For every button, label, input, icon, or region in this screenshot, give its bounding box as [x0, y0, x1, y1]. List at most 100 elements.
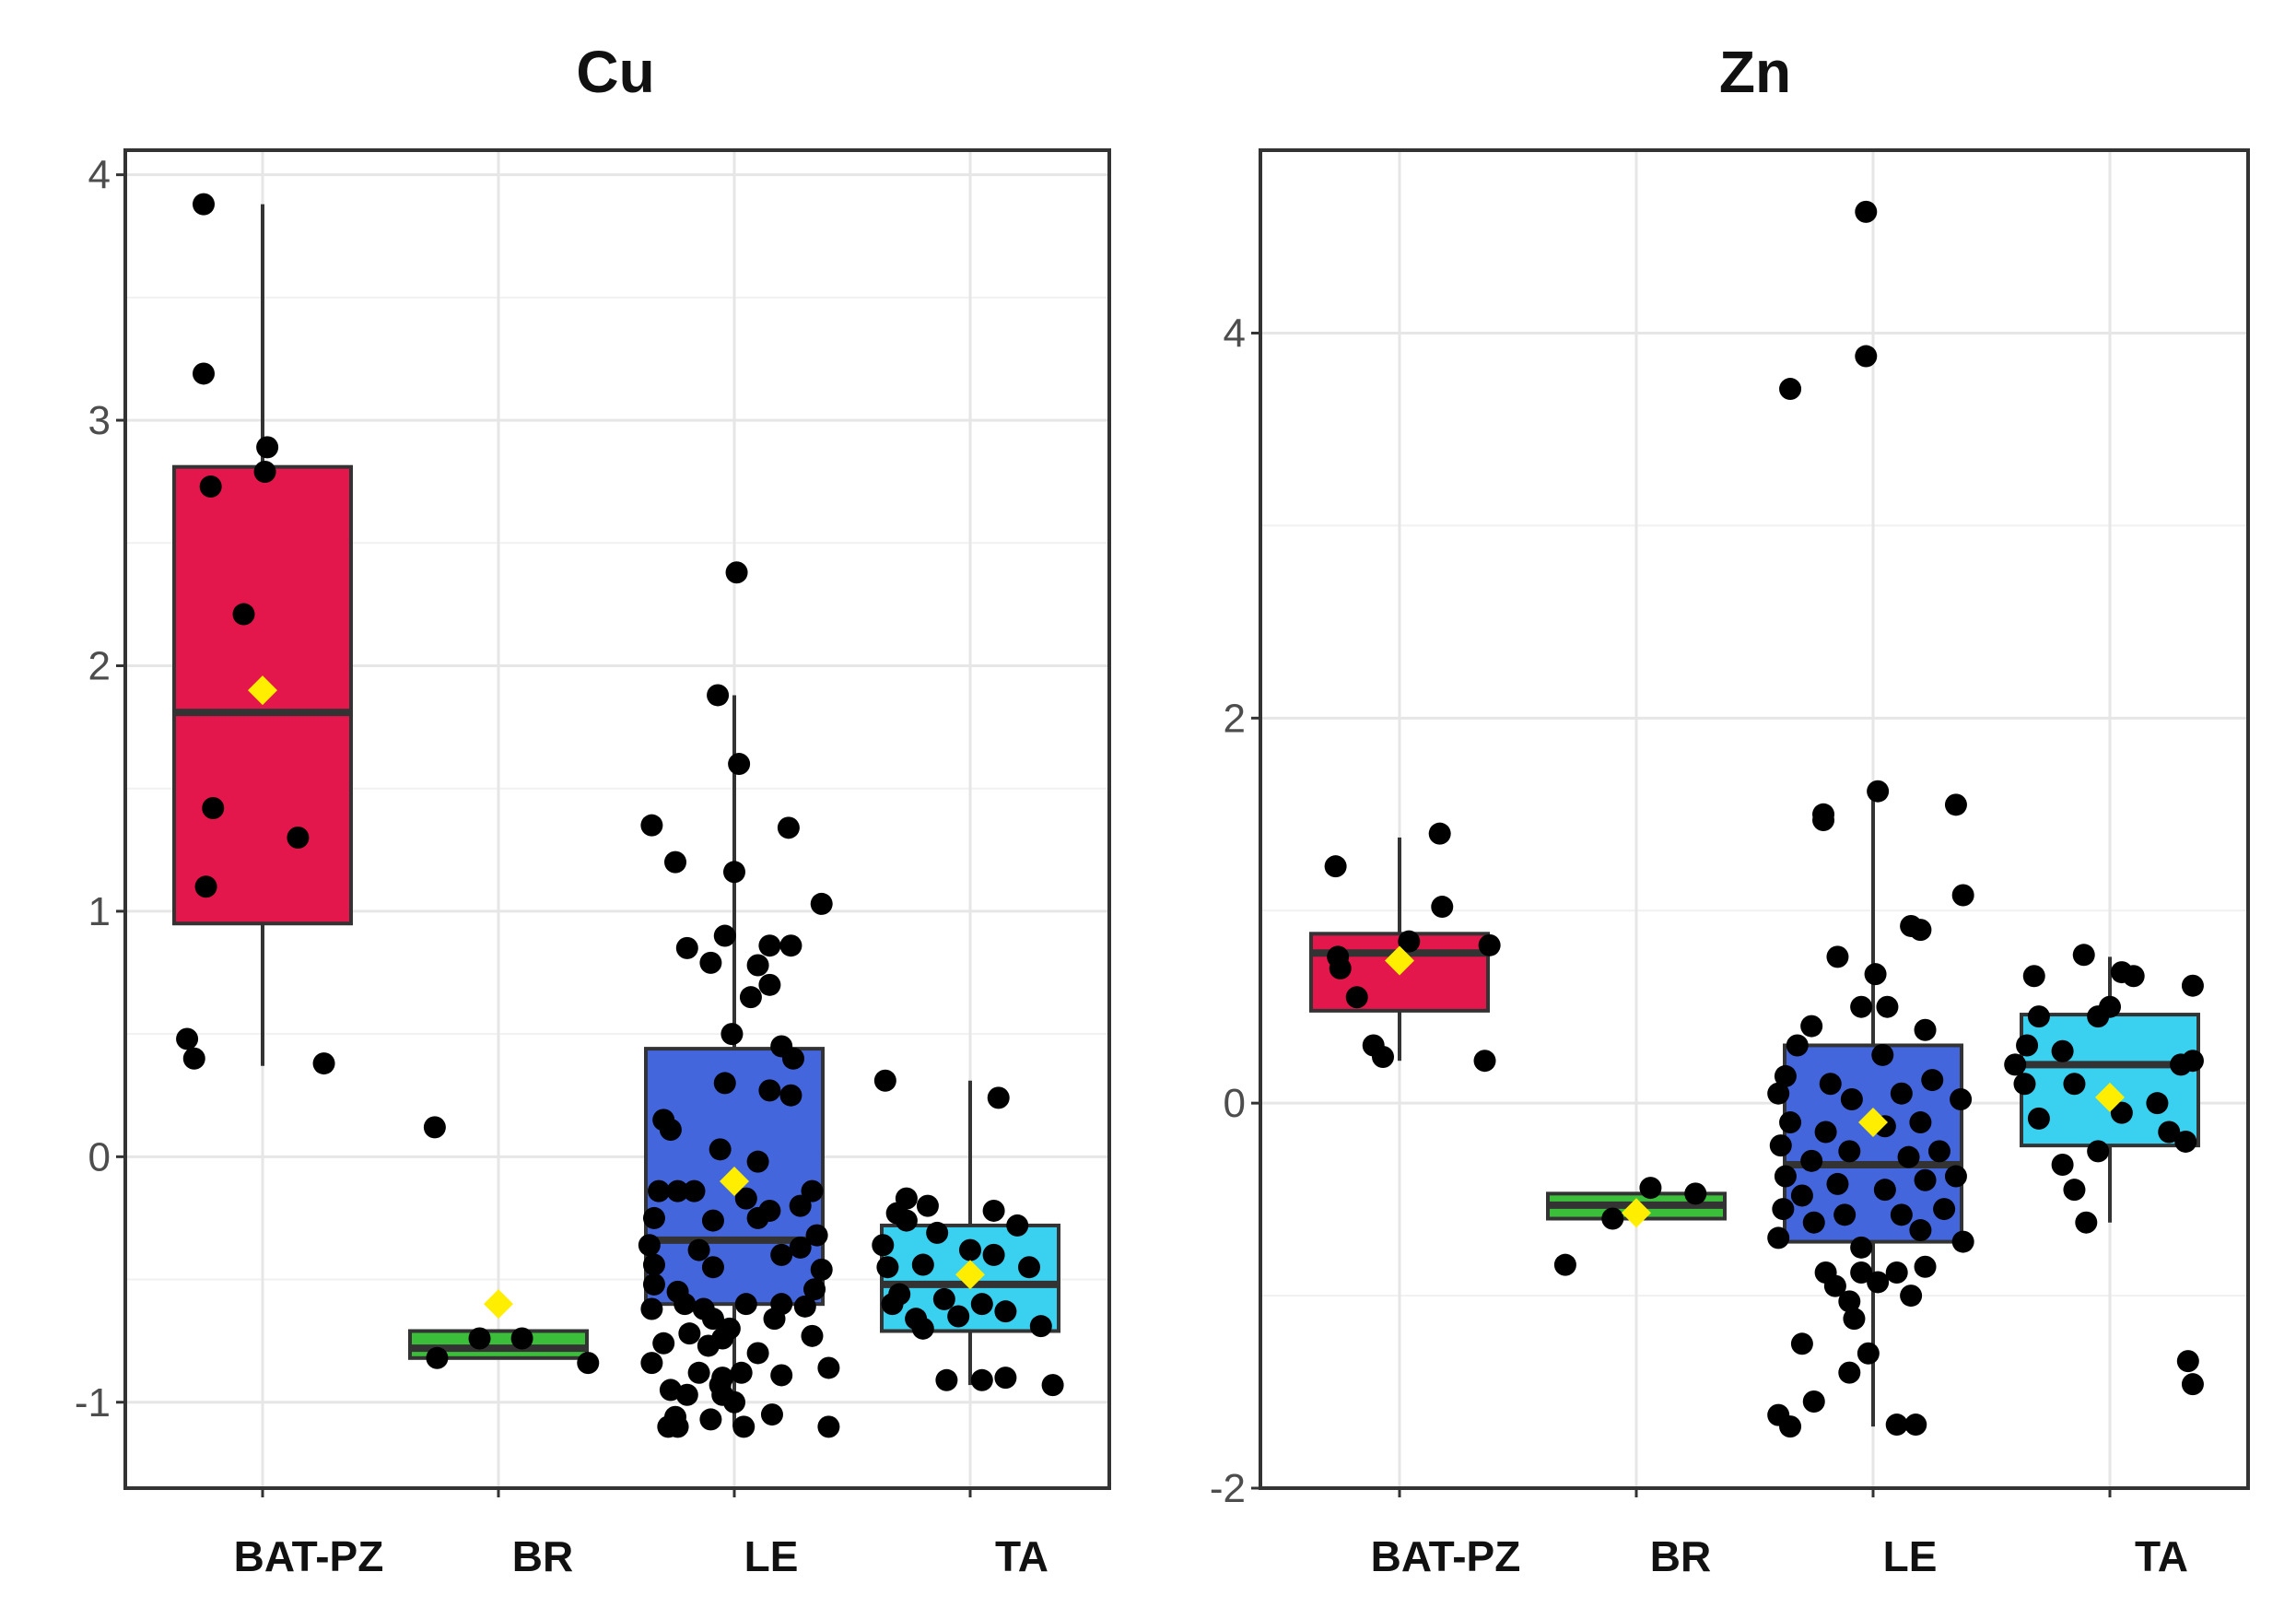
- data-point: [1431, 896, 1454, 919]
- data-point: [1890, 1203, 1913, 1226]
- data-point: [1867, 1271, 1890, 1294]
- data-point: [1900, 1285, 1923, 1308]
- data-point: [2022, 965, 2045, 988]
- data-point: [2181, 974, 2204, 997]
- data-point: [2146, 1092, 2169, 1115]
- data-point: [1823, 1274, 1846, 1297]
- data-point: [970, 1368, 993, 1391]
- data-point: [642, 1253, 665, 1276]
- data-point: [312, 1052, 335, 1075]
- data-point: [1767, 1082, 1790, 1105]
- data-point: [758, 1079, 781, 1102]
- data-point: [1857, 1342, 1880, 1365]
- data-point: [2051, 1154, 2074, 1177]
- data-point: [1779, 378, 1802, 401]
- data-point: [2063, 1073, 2086, 1096]
- y-tick-label: 2: [1224, 696, 1246, 741]
- data-point: [970, 1293, 993, 1316]
- data-point: [932, 1287, 955, 1310]
- mean-marker: [248, 675, 277, 706]
- data-point: [1897, 1145, 1920, 1168]
- data-point: [1951, 884, 1974, 907]
- data-point: [194, 875, 217, 898]
- data-point: [746, 1342, 769, 1365]
- data-point: [895, 1209, 918, 1232]
- data-point: [199, 475, 222, 498]
- data-point: [760, 1403, 783, 1426]
- data-point: [758, 934, 781, 957]
- data-point: [176, 1027, 199, 1050]
- data-point: [713, 1072, 736, 1095]
- x-tick-label: BAT-PZ: [234, 1532, 384, 1580]
- data-point: [648, 1179, 671, 1203]
- data-point: [1914, 1168, 1937, 1191]
- data-point: [253, 461, 276, 484]
- data-point: [1767, 1226, 1790, 1249]
- data-point: [982, 1199, 1005, 1222]
- data-point: [683, 1179, 706, 1203]
- data-point: [1855, 345, 1878, 368]
- data-point: [872, 1234, 895, 1257]
- data-point: [640, 814, 663, 837]
- data-point: [423, 1116, 446, 1139]
- data-point: [2181, 1050, 2204, 1073]
- data-point: [642, 1273, 665, 1296]
- data-point: [652, 1332, 675, 1355]
- data-point: [1909, 1111, 1932, 1134]
- data-point: [810, 892, 833, 915]
- data-point: [1819, 1073, 1842, 1096]
- data-point: [732, 1415, 756, 1438]
- data-point: [2158, 1120, 2181, 1144]
- data-point: [1553, 1253, 1576, 1276]
- data-point: [723, 861, 745, 884]
- data-point: [777, 816, 800, 839]
- data-point: [2027, 1005, 2050, 1028]
- data-point: [193, 362, 215, 385]
- data-point: [1885, 1261, 1908, 1285]
- data-point: [1800, 1015, 1823, 1038]
- panel-title: Cu: [576, 39, 654, 105]
- data-point: [1951, 1230, 1974, 1253]
- data-point: [1944, 1165, 1967, 1188]
- data-point: [1838, 1361, 1861, 1384]
- data-point: [987, 1086, 1010, 1109]
- data-point: [1838, 1290, 1861, 1313]
- data-point: [876, 1256, 899, 1279]
- data-point: [287, 826, 310, 849]
- data-point: [1867, 780, 1890, 803]
- data-point: [779, 1084, 802, 1107]
- mean-marker: [2095, 1082, 2125, 1112]
- data-point: [1769, 1134, 1792, 1157]
- y-tick-label: 1: [88, 889, 111, 934]
- y-tick-label: -2: [1210, 1466, 1246, 1511]
- data-point: [701, 1209, 724, 1232]
- panel-border: [1259, 148, 2250, 1490]
- data-point: [1772, 1198, 1795, 1221]
- data-point: [725, 561, 748, 584]
- data-point: [256, 436, 279, 459]
- x-tick-label: BAT-PZ: [1371, 1532, 1521, 1580]
- data-point: [763, 1308, 786, 1331]
- data-point: [720, 1023, 744, 1046]
- data-point: [678, 1322, 701, 1345]
- data-point: [666, 1179, 689, 1203]
- data-point: [1345, 986, 1368, 1009]
- data-point: [734, 1293, 757, 1316]
- mean-marker: [1858, 1108, 1888, 1138]
- data-point: [873, 1069, 896, 1092]
- data-point: [758, 973, 781, 996]
- x-tick-label: BR: [512, 1532, 573, 1580]
- data-point: [1473, 1050, 1496, 1073]
- data-point: [1871, 1043, 1894, 1066]
- data-point: [793, 1295, 816, 1318]
- panel-border: [123, 148, 1111, 1490]
- data-point: [699, 951, 722, 974]
- data-point: [1029, 1315, 1052, 1338]
- y-tick-label: -1: [75, 1380, 111, 1425]
- data-point: [1927, 1140, 1950, 1163]
- data-point: [1840, 1087, 1863, 1110]
- data-point: [2075, 1211, 2098, 1234]
- data-point: [202, 797, 225, 820]
- data-point: [817, 1356, 840, 1379]
